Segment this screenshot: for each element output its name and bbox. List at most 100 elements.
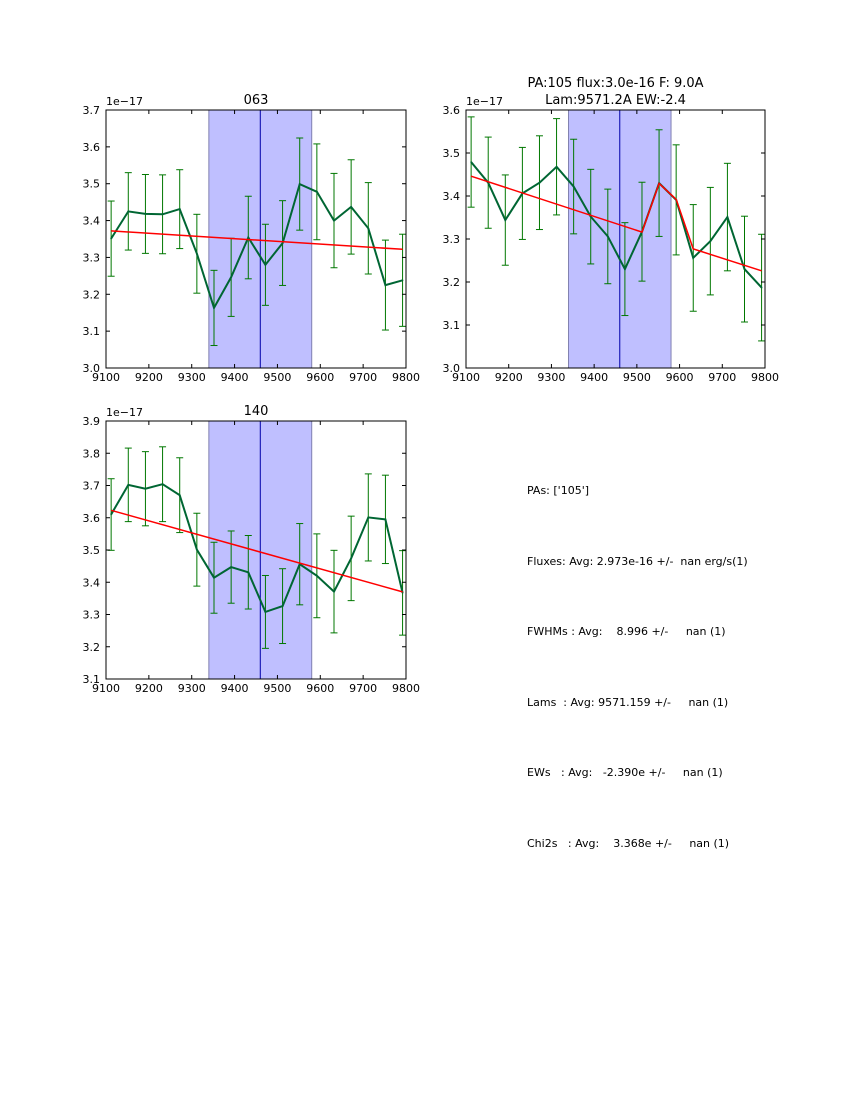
- flux-data-point: [555, 165, 558, 168]
- y-tick-label: 3.3: [443, 233, 461, 246]
- flux-data-point: [144, 213, 147, 215]
- x-tick-label: 9500: [263, 682, 291, 695]
- y-tick-label: 3.1: [443, 319, 461, 332]
- x-tick-label: 9700: [708, 371, 736, 384]
- flux-data-point: [470, 161, 472, 163]
- x-tick-label: 9400: [221, 371, 249, 384]
- flux-data-point: [743, 268, 746, 270]
- y-tick-label: 3.0: [443, 362, 461, 375]
- flux-data-point: [230, 276, 232, 279]
- flux-data-point: [230, 566, 232, 568]
- x-tick-label: 9400: [580, 371, 608, 384]
- x-tick-label: 9200: [135, 371, 163, 384]
- y-offset-label: 1e−17: [466, 95, 503, 108]
- flux-data-point: [196, 548, 198, 551]
- x-tick-label: 9400: [221, 682, 249, 695]
- x-tick-label: 9200: [135, 682, 163, 695]
- y-tick-label: 3.2: [443, 276, 461, 289]
- x-tick-label: 9200: [495, 371, 523, 384]
- chart-panel-1: 9100 9200 9300 9400 9500 9600 9700 9800 3.0 3.1 3.…: [443, 76, 780, 384]
- flux-data-point: [316, 575, 318, 577]
- flux-data-point: [247, 571, 250, 574]
- fit-line: [111, 230, 403, 251]
- chart-title: PA:105 flux:3.0e-16 F: 9.0A: [527, 76, 703, 91]
- flux-data-point: [367, 227, 370, 230]
- x-tick-label: 9600: [666, 371, 694, 384]
- flux-data-point: [110, 513, 112, 516]
- x-tick-label: 9600: [306, 371, 334, 384]
- flux-data-point: [281, 242, 284, 244]
- flux-data-point: [127, 484, 130, 486]
- y-tick-label: 3.3: [83, 609, 101, 622]
- flux-data-point: [178, 494, 181, 496]
- x-tick-label: 9700: [349, 682, 377, 695]
- x-tick-label: 9100: [92, 371, 120, 384]
- flux-data-point: [264, 264, 267, 266]
- stats-ews: EWs : Avg: -2.390e +/- nan (1): [527, 766, 723, 779]
- y-offset-label: 1e−17: [106, 406, 143, 419]
- flux-data-point: [709, 240, 712, 242]
- flux-data-point: [367, 516, 370, 519]
- fit-line: [470, 175, 762, 272]
- x-tick-label: 9300: [178, 682, 206, 695]
- flux-data-point: [624, 268, 626, 270]
- flux-series-line: [470, 161, 763, 289]
- y-tick-label: 3.2: [83, 641, 101, 654]
- y-tick-label: 3.0: [83, 362, 101, 375]
- flux-data-point: [384, 284, 387, 286]
- flux-data-point: [196, 252, 198, 255]
- flux-data-point: [538, 181, 541, 184]
- y-tick-label: 3.5: [443, 147, 461, 160]
- flux-data-point: [281, 605, 284, 607]
- plot-area: [107, 110, 406, 368]
- flux-data-point: [213, 576, 215, 579]
- y-tick-label: 3.6: [83, 512, 101, 525]
- flux-data-point: [384, 518, 387, 521]
- chart-title: 063: [244, 93, 269, 108]
- flux-data-point: [178, 208, 181, 210]
- x-tick-label: 9500: [263, 371, 291, 384]
- y-tick-label: 3.8: [83, 447, 101, 460]
- chart-title: 140: [244, 404, 269, 419]
- y-tick-label: 3.4: [443, 190, 461, 203]
- flux-data-point: [213, 307, 215, 309]
- flux-data-point: [298, 183, 301, 185]
- flux-data-point: [760, 286, 763, 289]
- flux-data-point: [161, 483, 164, 486]
- stats-lams: Lams : Avg: 9571.159 +/- nan (1): [527, 695, 729, 709]
- stats-panel: PAs: ['105'] Fluxes: Avg: 2.973e-16 +/- …: [527, 432, 748, 879]
- y-tick-label: 3.6: [83, 141, 101, 154]
- flux-data-point: [692, 257, 695, 259]
- y-tick-label: 3.4: [83, 576, 101, 589]
- x-tick-label: 9800: [392, 371, 420, 384]
- stats-chi2s: Chi2s : Avg: 3.368e +/- nan (1): [527, 836, 730, 850]
- chart-panel-0: 9100 9200 9300 9400 9500 9600 9700 9800 3.0 3.1 3.…: [83, 93, 421, 384]
- x-tick-label: 9700: [349, 371, 377, 384]
- flux-data-point: [127, 210, 130, 213]
- y-tick-label: 3.5: [83, 544, 101, 557]
- stats-fluxes: Fluxes: Avg: 2.973e-16 +/- nan erg/s(1): [527, 554, 748, 568]
- y-tick-label: 3.1: [83, 673, 101, 686]
- stats-pas: PAs: ['105']: [527, 484, 590, 497]
- y-tick-label: 3.7: [83, 104, 101, 117]
- flux-series-line: [110, 483, 404, 614]
- stats-fwhms: FWHMs : Avg: 8.996 +/- nan (1): [527, 625, 726, 638]
- flux-data-point: [247, 236, 250, 239]
- axes-frame: [105, 109, 407, 369]
- flux-data-point: [401, 279, 404, 282]
- flux-data-point: [333, 219, 335, 222]
- x-tick-label: 9300: [178, 371, 206, 384]
- flux-data-point: [726, 216, 729, 218]
- y-tick-label: 3.9: [83, 415, 101, 428]
- flux-data-point: [333, 590, 335, 593]
- x-tick-label: 9800: [392, 682, 420, 695]
- flux-data-point: [316, 191, 318, 193]
- x-tick-label: 9600: [306, 682, 334, 695]
- x-tick-label: 9800: [751, 371, 779, 384]
- x-tick-label: 9100: [452, 371, 480, 384]
- y-tick-label: 3.3: [83, 251, 101, 264]
- flux-data-point: [161, 213, 164, 216]
- x-tick-label: 9100: [92, 682, 120, 695]
- flux-data-point: [607, 235, 609, 238]
